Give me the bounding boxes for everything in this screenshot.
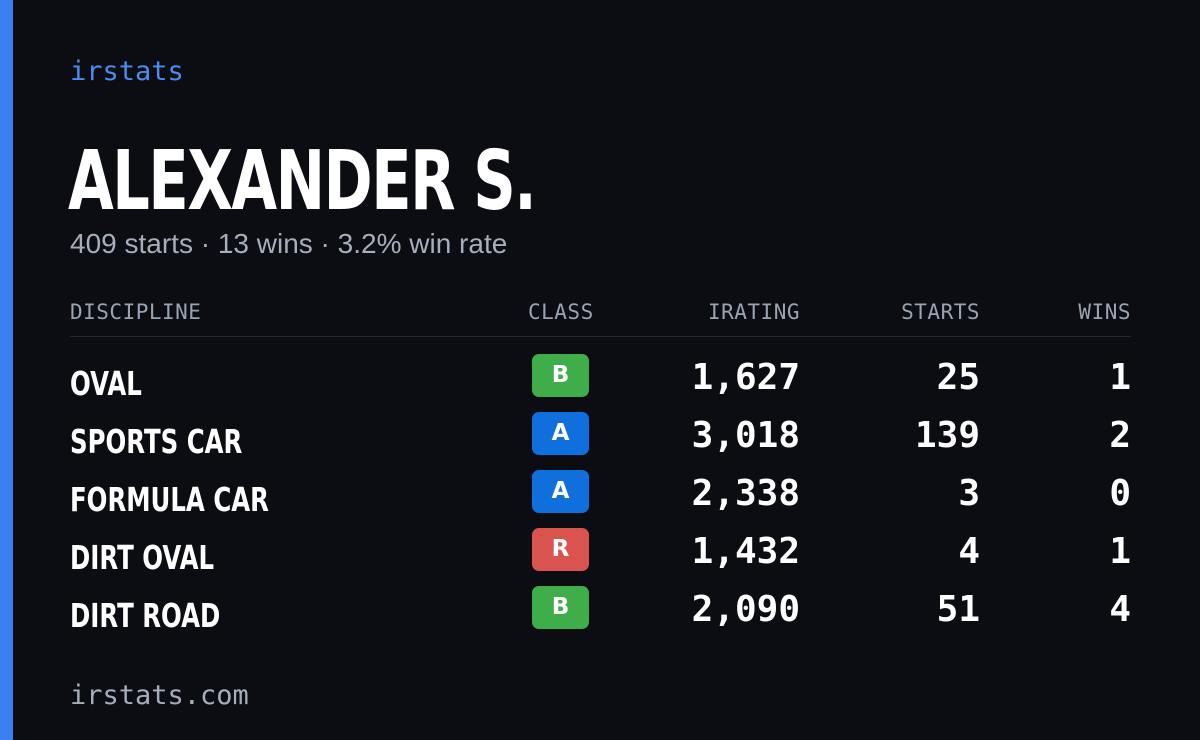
wins-value: 2 [1109, 415, 1131, 456]
header-wins: WINS [1078, 300, 1131, 324]
table-row: DIRT OVAL R 1,432 4 1 [70, 528, 1131, 586]
class-badge: B [532, 354, 589, 397]
table-row: FORMULA CAR A 2,338 3 0 [70, 470, 1131, 528]
table-row: OVAL B 1,627 25 1 [70, 354, 1131, 412]
table-row: DIRT ROAD B 2,090 51 4 [70, 586, 1131, 644]
driver-summary: 409 starts · 13 wins · 3.2% win rate [70, 228, 508, 259]
starts-value: 51 [936, 589, 980, 630]
table-header: DISCIPLINE CLASS IRATING STARTS WINS [70, 296, 1131, 337]
irating-value: 3,018 [691, 415, 800, 456]
wins-value: 1 [1109, 357, 1131, 398]
wins-value: 0 [1109, 473, 1131, 514]
class-badge: A [532, 470, 589, 513]
wins-value: 4 [1109, 589, 1131, 630]
starts-value: 4 [958, 531, 980, 572]
discipline-label: SPORTS CAR [70, 422, 243, 461]
brand-logo-text: irstats [70, 56, 184, 87]
driver-name: ALEXANDER S. [68, 134, 537, 229]
class-badge: B [532, 586, 589, 629]
header-irating: IRATING [707, 300, 800, 324]
wins-value: 1 [1109, 531, 1131, 572]
header-discipline: DISCIPLINE [70, 300, 202, 324]
table-row: SPORTS CAR A 3,018 139 2 [70, 412, 1131, 470]
irating-value: 1,432 [691, 531, 800, 572]
class-badge: R [532, 528, 589, 571]
irating-value: 1,627 [691, 357, 800, 398]
header-class: CLASS [528, 300, 594, 324]
footer-url: irstats.com [70, 680, 249, 711]
stats-table: DISCIPLINE CLASS IRATING STARTS WINS OVA… [70, 296, 1131, 644]
starts-value: 25 [936, 357, 980, 398]
starts-value: 3 [958, 473, 980, 514]
starts-value: 139 [914, 415, 980, 456]
header-starts: STARTS [901, 300, 980, 324]
discipline-label: DIRT ROAD [70, 596, 221, 635]
discipline-label: FORMULA CAR [70, 480, 269, 519]
irating-value: 2,090 [691, 589, 800, 630]
discipline-label: DIRT OVAL [70, 538, 215, 577]
discipline-label: OVAL [70, 364, 142, 403]
class-badge: A [532, 412, 589, 455]
irating-value: 2,338 [691, 473, 800, 514]
table-body: OVAL B 1,627 25 1 SPORTS CAR A 3,018 139… [70, 337, 1131, 644]
accent-bar [0, 0, 13, 740]
